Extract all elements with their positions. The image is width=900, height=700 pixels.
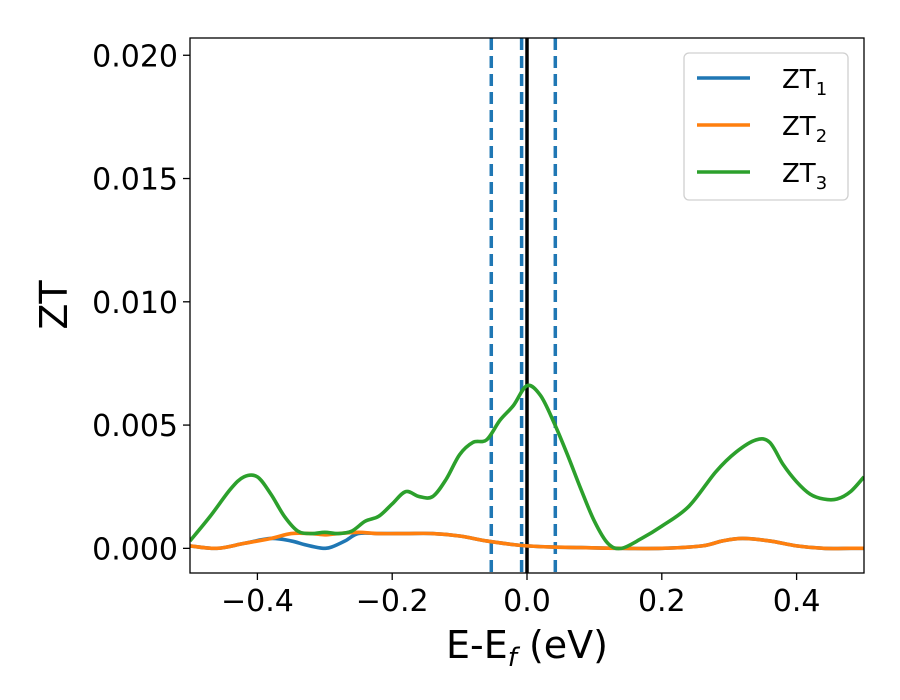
y-tick-label: 0.020 [92, 39, 178, 74]
x-axis-label-main: E-E [446, 623, 508, 667]
series-lines [190, 383, 864, 551]
y-tick-label: 0.010 [92, 286, 178, 321]
y-tick-label: 0.015 [92, 163, 178, 198]
legend: ZT1 ZT2 ZT3 [683, 52, 849, 201]
x-axis-label: E-Ef (eV) [446, 623, 608, 673]
x-tick-label: −0.4 [221, 584, 294, 619]
x-axis: −0.4 −0.2 0.0 0.2 0.4 [221, 573, 820, 619]
legend-label-zt2: ZT2 [782, 112, 827, 147]
y-tick-label: 0.000 [92, 532, 178, 567]
legend-label-zt1: ZT1 [782, 65, 827, 100]
x-tick-label: 0.2 [638, 584, 686, 619]
y-tick-label: 0.005 [92, 409, 178, 444]
x-axis-label-units: (eV) [517, 623, 608, 667]
y-axis: 0.000 0.005 0.010 0.015 0.020 [92, 39, 190, 567]
x-tick-label: 0.0 [503, 584, 551, 619]
legend-label-zt3: ZT3 [782, 159, 827, 194]
x-tick-label: 0.4 [773, 584, 821, 619]
x-tick-label: −0.2 [356, 584, 429, 619]
reference-lines [489, 38, 558, 573]
series-line-zt3 [190, 383, 864, 551]
legend-box [683, 52, 849, 201]
y-axis-label: ZT [32, 280, 76, 330]
